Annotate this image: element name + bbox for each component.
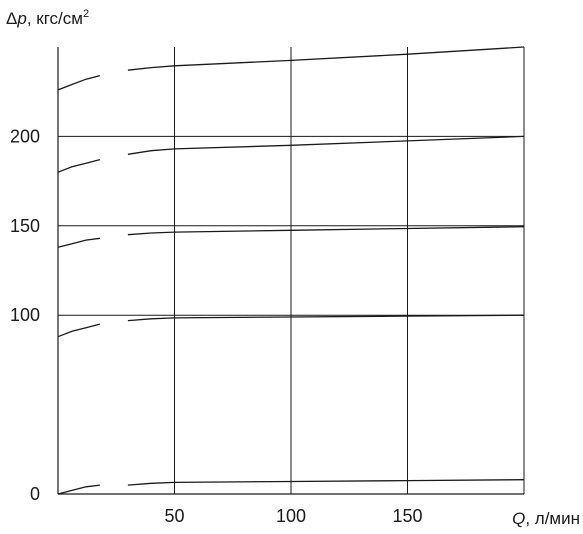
- series-3-segment-0: [57, 158, 101, 173]
- x-tick-label-0: 50: [164, 506, 184, 526]
- x-axis-label-unit: , л/мин: [525, 509, 580, 528]
- x-axis-label-symbol: Q: [512, 509, 525, 528]
- y-tick-label-2: 150: [10, 216, 40, 236]
- series-0-segment-1: [127, 479, 525, 486]
- y-axis-label-symbol: p: [16, 9, 26, 28]
- series-1-segment-0: [57, 323, 101, 338]
- y-axis-label-unit: , кгс/см: [27, 9, 83, 28]
- series-0-segment-0: [57, 484, 100, 495]
- x-axis-label: Q, л/мин: [512, 509, 580, 528]
- grid-layer: [58, 47, 525, 494]
- y-axis-label: Δp, кгс/см2: [6, 8, 89, 28]
- x-tick-label-1: 100: [276, 506, 306, 526]
- x-tick-label-2: 150: [392, 506, 422, 526]
- series-1-segment-1: [127, 314, 525, 322]
- y-axis-label-unit-power: 2: [83, 8, 89, 20]
- y-axis-label-prefix: Δ: [6, 9, 17, 28]
- series-2-segment-0: [57, 237, 100, 248]
- series-2-segment-1: [127, 226, 525, 236]
- y-tick-label-0: 0: [30, 484, 40, 504]
- tick-label-layer: 50 100 150 0 100 150 200: [10, 126, 423, 526]
- series-4-segment-0: [57, 74, 101, 91]
- series-4-segment-1: [127, 46, 525, 71]
- axis-layer: [57, 47, 524, 495]
- series-3-segment-1: [127, 135, 525, 155]
- y-tick-label-3: 200: [10, 126, 40, 146]
- y-tick-label-1: 100: [10, 305, 40, 325]
- curve-layer: [57, 46, 525, 495]
